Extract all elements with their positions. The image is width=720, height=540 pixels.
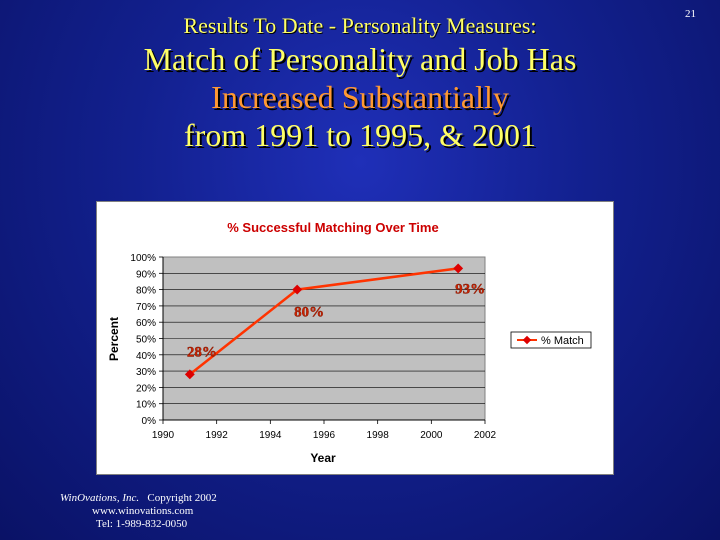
y-tick-label: 30%	[136, 367, 156, 378]
footer-copyright: Copyright 2002	[147, 492, 217, 504]
y-tick-label: 70%	[136, 302, 156, 313]
footer-website: www.winovations.com	[92, 505, 194, 517]
data-label: 28%	[187, 344, 217, 360]
x-tick-label: 2000	[420, 430, 443, 441]
x-axis-label: Year	[310, 451, 336, 465]
y-tick-label: 0%	[142, 416, 157, 427]
y-tick-label: 10%	[136, 400, 156, 411]
y-tick-label: 20%	[136, 383, 156, 394]
x-tick-label: 1998	[367, 430, 390, 441]
footer: WinOvations, Inc. Copyright 2002 www.win…	[0, 492, 300, 531]
title-line-2: Increased Substantially	[211, 79, 509, 115]
y-tick-label: 50%	[136, 335, 156, 346]
legend-marker	[522, 335, 532, 345]
data-point-marker	[292, 284, 303, 295]
x-tick-label: 1990	[152, 430, 175, 441]
x-tick-label: 1994	[259, 430, 282, 441]
y-axis-label: Percent	[107, 317, 121, 361]
data-label: 93%	[455, 281, 485, 297]
footer-phone: Tel: 1-989-832-0050	[96, 518, 188, 530]
slide-number: 21	[685, 8, 696, 20]
y-tick-label: 90%	[136, 269, 156, 280]
x-tick-label: 1996	[313, 430, 336, 441]
data-point-marker	[184, 369, 195, 380]
chart-title: % Successful Matching Over Time	[227, 220, 438, 235]
x-tick-label: 1992	[206, 430, 229, 441]
data-label: 80%	[294, 305, 324, 321]
slide-title-block: Results To Date - Personality Measures: …	[0, 12, 720, 154]
slide-subtitle: Results To Date - Personality Measures:	[183, 13, 537, 38]
y-tick-label: 60%	[136, 318, 156, 329]
footer-company: WinOvations, Inc.	[60, 492, 140, 504]
title-line-1: Match of Personality and Job Has	[143, 41, 577, 77]
y-tick-label: 100%	[130, 253, 156, 264]
title-line-3: from 1991 to 1995, & 2001	[184, 117, 536, 153]
y-tick-label: 40%	[136, 351, 156, 362]
legend-label: % Match	[541, 335, 584, 347]
y-tick-label: 80%	[136, 286, 156, 297]
legend-box	[510, 331, 592, 349]
x-tick-label: 2002	[474, 430, 497, 441]
chart-frame: % Successful Matching Over Time 0% 10% 20%…	[96, 201, 614, 475]
line-chart: % Successful Matching Over Time 0% 10% 20%…	[107, 220, 592, 465]
chart-legend: % Match	[510, 331, 592, 349]
